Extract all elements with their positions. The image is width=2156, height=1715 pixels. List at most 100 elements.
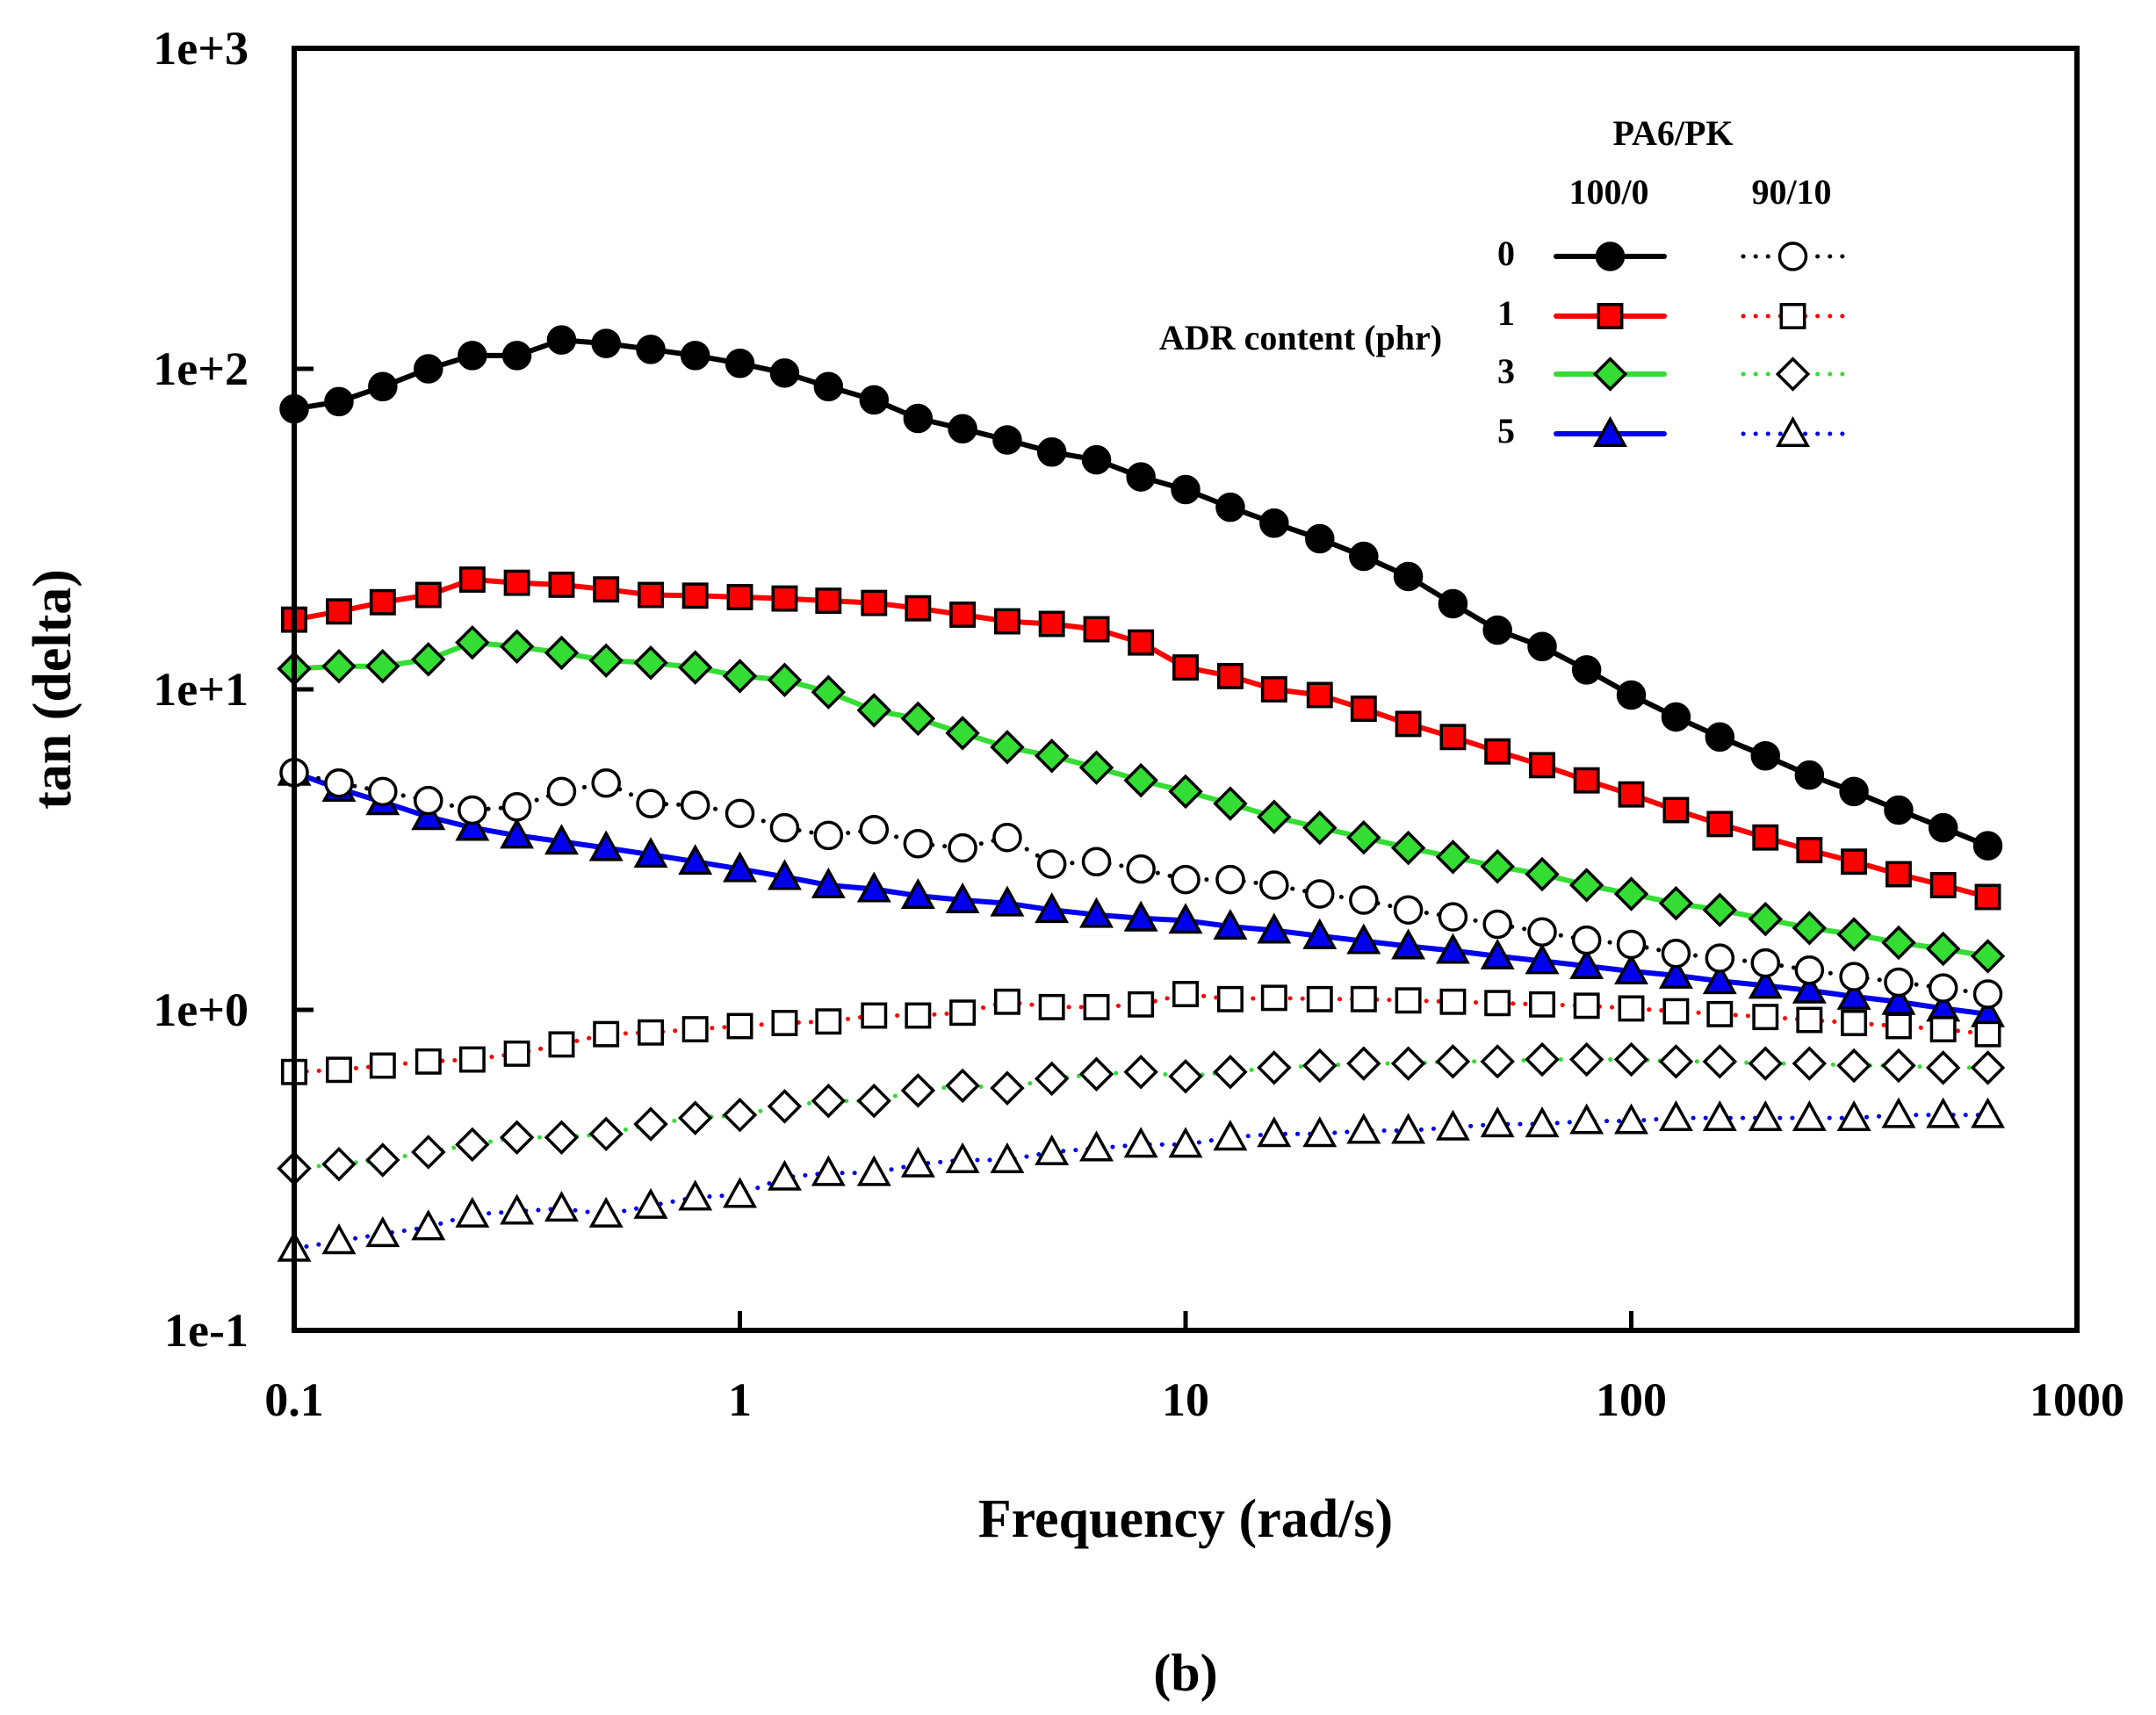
data-point [680, 341, 710, 371]
data-point [1346, 819, 1381, 855]
data-point [1573, 992, 1600, 1020]
data-point [1036, 849, 1067, 879]
data-point [677, 1100, 713, 1135]
data-point [1036, 437, 1067, 467]
data-point [1792, 1046, 1828, 1081]
data-point [588, 1196, 624, 1228]
data-point [1034, 739, 1070, 774]
data-point [678, 1179, 713, 1211]
data-point [1083, 993, 1110, 1020]
data-point [1393, 895, 1424, 925]
data-point [767, 1159, 802, 1191]
data-point [544, 1191, 579, 1222]
data-point [1884, 967, 1914, 998]
data-point [990, 885, 1025, 917]
series-layer [277, 325, 2006, 1262]
legend-marker-8 [1776, 415, 1810, 447]
data-point [1662, 796, 1690, 824]
data-point [1616, 929, 1647, 960]
data-point [1972, 979, 2003, 1009]
data-point [1038, 610, 1065, 638]
data-point [1484, 738, 1511, 765]
data-point [588, 643, 624, 678]
data-point [1569, 1103, 1604, 1135]
data-point [856, 1083, 891, 1119]
data-point [1302, 1048, 1338, 1084]
data-point [1839, 962, 1869, 991]
data-point [1215, 864, 1245, 895]
data-point [414, 354, 443, 384]
data-point [1302, 1116, 1338, 1148]
data-point [856, 1155, 891, 1186]
data-point [726, 584, 754, 610]
data-point [1748, 968, 1783, 999]
data-point [900, 1146, 935, 1178]
data-point [905, 1002, 932, 1029]
legend-marker-4 [1593, 415, 1627, 447]
data-point [769, 812, 800, 843]
series-line [292, 1113, 1990, 1251]
data-point [1216, 662, 1244, 689]
data-point [1750, 948, 1781, 978]
data-point [1484, 990, 1511, 1017]
data-point [1970, 939, 2006, 974]
data-point [1881, 1097, 1916, 1128]
data-point [811, 1083, 847, 1119]
data-point [455, 1196, 490, 1228]
data-point [1571, 925, 1602, 955]
data-point [591, 767, 621, 798]
data-point [324, 386, 354, 417]
data-point [725, 798, 755, 829]
data-point [1259, 870, 1289, 900]
data-point [415, 1048, 442, 1075]
data-point [1571, 655, 1602, 685]
data-point [856, 871, 891, 903]
data-point [1614, 953, 1648, 984]
data-point [1435, 933, 1470, 964]
data-point [1079, 1130, 1114, 1162]
legend-row-0: 0 [1497, 234, 1515, 273]
data-point [861, 589, 888, 616]
data-point [1661, 938, 1691, 969]
y-tick-label: 1e+1 [153, 663, 249, 716]
x-tick-label: 10 [1162, 1373, 1209, 1426]
data-point [1259, 508, 1289, 538]
data-point [1034, 1061, 1070, 1097]
data-point [365, 649, 400, 684]
data-point [458, 1046, 486, 1073]
data-point [1613, 1041, 1649, 1077]
legend-row-5: 5 [1497, 411, 1515, 450]
data-point [1393, 561, 1424, 592]
x-tick-label: 1000 [2030, 1373, 2124, 1426]
data-point [593, 1020, 620, 1048]
data-point [1168, 1127, 1203, 1158]
data-point [546, 776, 577, 807]
data-point [588, 1116, 624, 1152]
data-point [548, 571, 575, 598]
data-point [1123, 762, 1158, 798]
data-point [1839, 776, 1869, 807]
data-point [503, 569, 530, 596]
data-point [1925, 931, 1961, 967]
data-point [1794, 955, 1825, 985]
data-point [1928, 812, 1958, 843]
legend-row-header: ADR content (phr) [1159, 318, 1442, 357]
data-point [1616, 680, 1647, 710]
data-point [1702, 963, 1737, 995]
data-point [1168, 774, 1203, 810]
data-point [681, 1016, 709, 1043]
data-point [678, 844, 713, 876]
data-point [815, 587, 842, 615]
data-point [1128, 629, 1155, 656]
data-point [815, 1008, 842, 1035]
data-point [992, 425, 1022, 455]
data-point [1171, 864, 1201, 895]
data-point [1881, 925, 1916, 961]
data-point [949, 999, 977, 1027]
data-point [500, 1193, 535, 1225]
data-point [949, 602, 977, 628]
data-point [1257, 912, 1292, 944]
data-point [1794, 760, 1825, 790]
data-point [1525, 856, 1560, 892]
data-point [1792, 1099, 1827, 1132]
